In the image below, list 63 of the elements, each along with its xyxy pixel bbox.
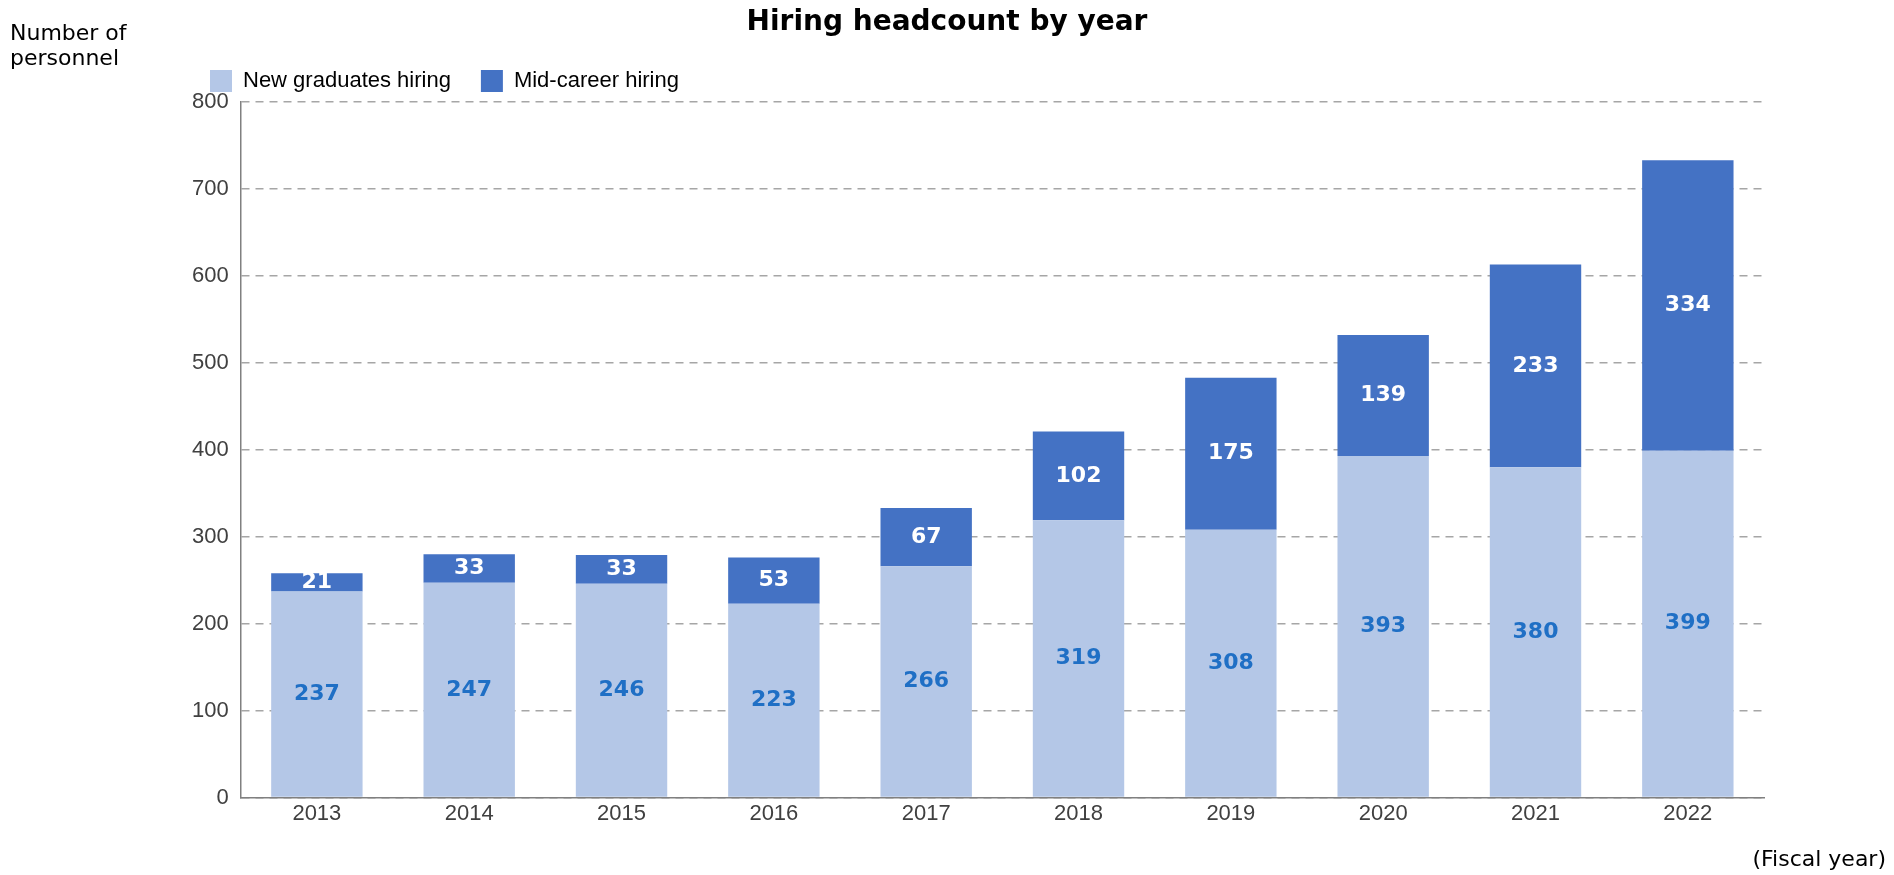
- legend-label: New graduates hiring: [243, 67, 451, 93]
- chart-title: Hiring headcount by year: [746, 4, 1148, 37]
- data-label: 399: [1664, 609, 1711, 635]
- data-label: 380: [1512, 617, 1559, 643]
- legend-label: Mid-career hiring: [513, 67, 679, 93]
- x-axis-title: (Fiscal year): [1752, 846, 1886, 871]
- y-tick-label: 100: [191, 696, 229, 722]
- bar: [880, 508, 972, 567]
- bar: [1642, 450, 1734, 797]
- x-tick-label: 2014: [444, 799, 494, 825]
- x-tick-label: 2018: [1054, 799, 1103, 825]
- bar: [1642, 160, 1734, 451]
- bar: [271, 573, 363, 592]
- bar: [1032, 520, 1125, 797]
- data-label: 102: [1055, 461, 1102, 487]
- data-label: 266: [903, 667, 950, 693]
- data-label: 246: [598, 676, 645, 701]
- data-label: 139: [1360, 381, 1407, 407]
- bar: [1489, 467, 1582, 797]
- bar: [423, 554, 515, 583]
- data-label: 319: [1055, 644, 1102, 670]
- data-label: 223: [750, 685, 797, 711]
- data-label: 233: [1512, 351, 1559, 377]
- y-tick-label: 600: [191, 261, 229, 287]
- bar: [1185, 377, 1277, 530]
- y-tick-label: 800: [191, 88, 229, 114]
- x-tick-label: 2013: [292, 799, 342, 825]
- x-tick-label: 2020: [1358, 799, 1408, 825]
- bar: [728, 603, 820, 797]
- data-label: 308: [1207, 649, 1254, 675]
- data-label: 237: [293, 679, 340, 705]
- y-axis-title: Number of personnel: [10, 20, 128, 70]
- bar: [423, 582, 515, 797]
- x-tick-label: 2022: [1663, 799, 1713, 825]
- data-label: 334: [1664, 291, 1711, 317]
- bar: [575, 583, 668, 797]
- bar: [728, 557, 820, 604]
- data-label: 67: [910, 522, 942, 548]
- bar: [1337, 335, 1429, 456]
- bar: [1489, 264, 1582, 468]
- bar: [1032, 431, 1125, 521]
- x-tick-label: 2021: [1511, 799, 1560, 825]
- x-tick-label: 2016: [749, 799, 799, 825]
- x-tick-label: 2015: [597, 799, 647, 825]
- bar: [880, 566, 972, 797]
- x-tick-label: 2019: [1206, 799, 1256, 825]
- data-label: 53: [758, 566, 790, 592]
- bar: [1185, 529, 1277, 797]
- data-label: 175: [1207, 439, 1254, 465]
- data-label: 393: [1360, 612, 1407, 638]
- bar: [271, 591, 363, 797]
- y-tick-label: 700: [191, 175, 229, 201]
- y-tick-label: 200: [191, 609, 229, 635]
- bar: [1337, 455, 1429, 797]
- data-label: 33: [453, 554, 485, 580]
- data-label: 247: [446, 675, 493, 701]
- bar: [575, 555, 668, 584]
- y-tick-label: 0: [216, 783, 229, 809]
- data-label: 33: [606, 555, 637, 581]
- y-tick-label: 500: [191, 348, 229, 374]
- x-tick-label: 2017: [901, 799, 951, 825]
- y-tick-label: 400: [191, 435, 229, 461]
- y-tick-label: 300: [191, 522, 229, 548]
